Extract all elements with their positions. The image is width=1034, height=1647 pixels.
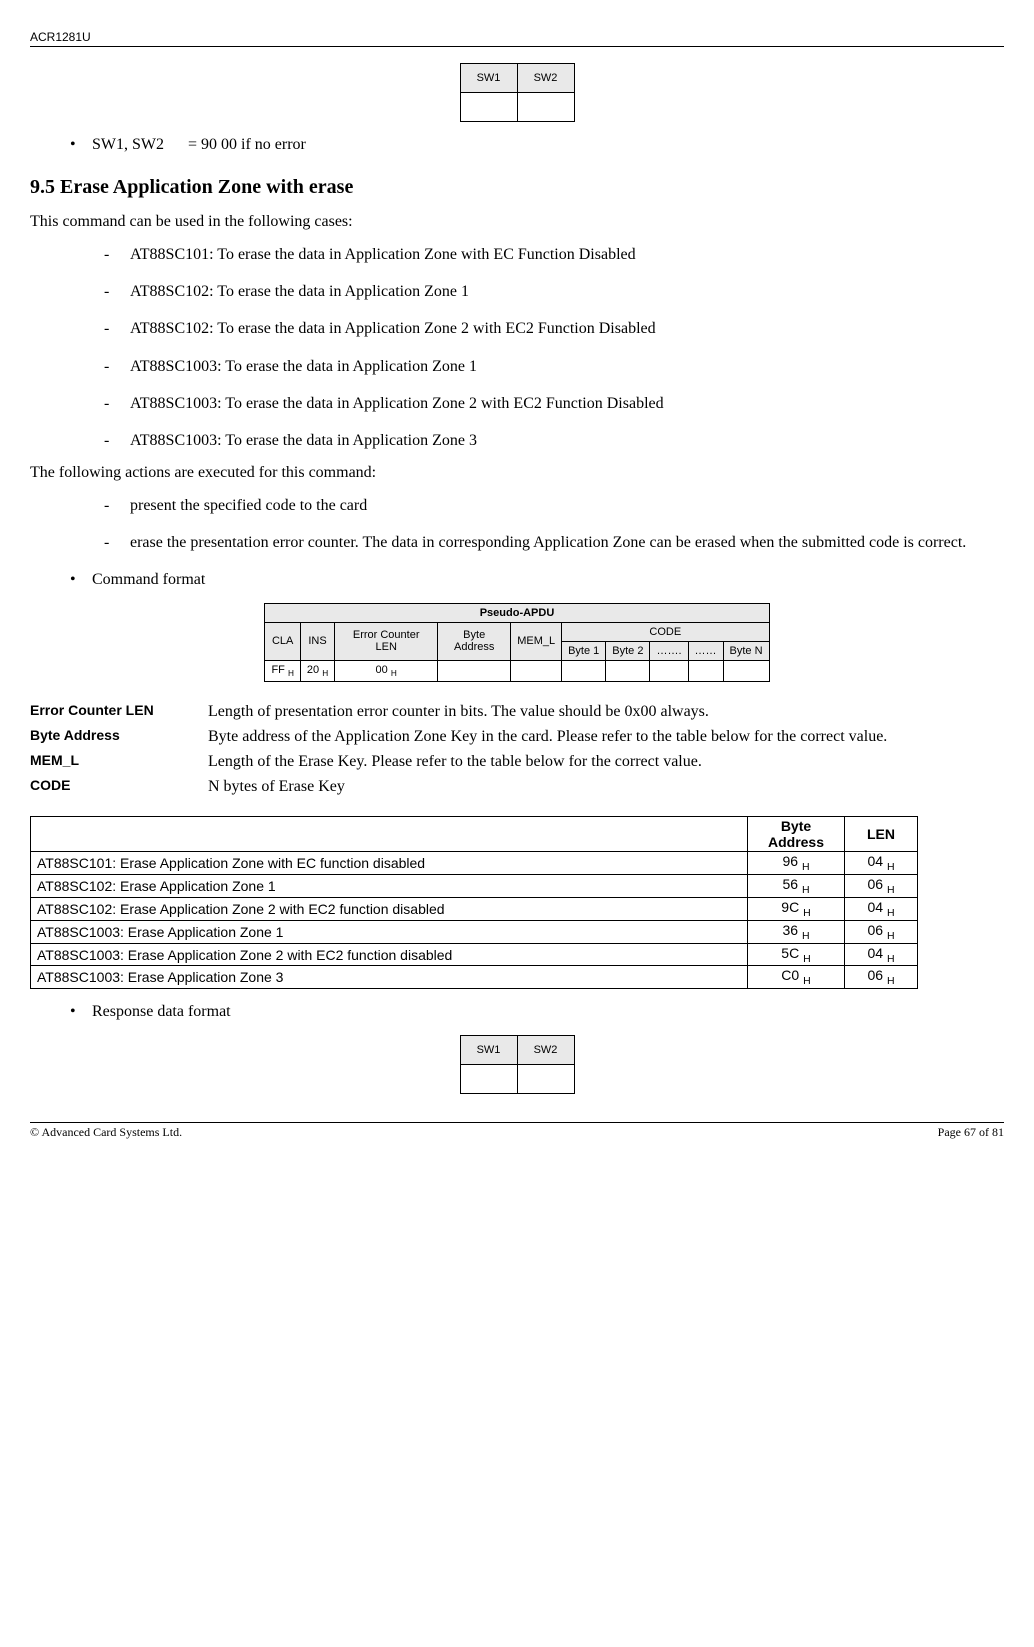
def-term-3: MEM_L bbox=[30, 750, 208, 770]
table-row: AT88SC102: Erase Application Zone 1 56 H… bbox=[31, 875, 918, 898]
addr-r1-addr: 96 H bbox=[748, 852, 845, 875]
case-3: AT88SC102: To erase the data in Applicat… bbox=[30, 315, 1004, 342]
footer-left: © Advanced Card Systems Ltd. bbox=[30, 1125, 182, 1140]
def-term-2: Byte Address bbox=[30, 725, 208, 745]
apdu-b1: Byte 1 bbox=[562, 641, 606, 660]
def-desc-4: N bytes of Erase Key bbox=[208, 775, 345, 798]
intro-line: This command can be used in the followin… bbox=[30, 213, 1004, 231]
table-row: AT88SC1003: Erase Application Zone 3 C0 … bbox=[31, 966, 918, 989]
addr-empty-header bbox=[31, 817, 748, 852]
sw2-cell-2 bbox=[517, 1065, 574, 1094]
table-row: AT88SC102: Erase Application Zone 2 with… bbox=[31, 898, 918, 921]
response-table-1: SW1 SW2 bbox=[460, 63, 575, 122]
apdu-v-b1 bbox=[562, 660, 606, 681]
case-5: AT88SC1003: To erase the data in Applica… bbox=[30, 390, 1004, 417]
apdu-v-cla: FF H bbox=[265, 660, 300, 681]
footer-right: Page 67 of 81 bbox=[938, 1125, 1004, 1140]
sw1-cell-2 bbox=[460, 1065, 517, 1094]
definitions: Error Counter LEN Length of presentation… bbox=[30, 700, 1004, 799]
apdu-v-bn bbox=[723, 660, 769, 681]
addr-r3-addr: 9C H bbox=[748, 898, 845, 921]
table-row: AT88SC1003: Erase Application Zone 1 36 … bbox=[31, 920, 918, 943]
address-table: Byte Address LEN AT88SC101: Erase Applic… bbox=[30, 816, 918, 989]
addr-r3-name: AT88SC102: Erase Application Zone 2 with… bbox=[31, 898, 748, 921]
apdu-code: CODE bbox=[562, 622, 769, 641]
apdu-v-ba bbox=[438, 660, 511, 681]
apdu-d1: ……. bbox=[650, 641, 688, 660]
section-title: 9.5 Erase Application Zone with erase bbox=[30, 176, 1004, 199]
addr-r2-addr: 56 H bbox=[748, 875, 845, 898]
table-row: AT88SC1003: Erase Application Zone 2 wit… bbox=[31, 943, 918, 966]
apdu-title: Pseudo-APDU bbox=[265, 603, 769, 622]
addr-r6-addr: C0 H bbox=[748, 966, 845, 989]
command-format-label: Command format bbox=[30, 571, 1004, 589]
addr-r3-len: 04 H bbox=[845, 898, 918, 921]
apdu-ecl: Error Counter LEN bbox=[335, 622, 438, 660]
addr-r5-len: 04 H bbox=[845, 943, 918, 966]
addr-r2-len: 06 H bbox=[845, 875, 918, 898]
case-4: AT88SC1003: To erase the data in Applica… bbox=[30, 353, 1004, 380]
addr-r1-name: AT88SC101: Erase Application Zone with E… bbox=[31, 852, 748, 875]
apdu-cla: CLA bbox=[265, 622, 300, 660]
apdu-meml: MEM_L bbox=[511, 622, 562, 660]
addr-r6-name: AT88SC1003: Erase Application Zone 3 bbox=[31, 966, 748, 989]
def-desc-3: Length of the Erase Key. Please refer to… bbox=[208, 750, 702, 773]
addr-r5-name: AT88SC1003: Erase Application Zone 2 wit… bbox=[31, 943, 748, 966]
apdu-ba: Byte Address bbox=[438, 622, 511, 660]
def-term-1: Error Counter LEN bbox=[30, 700, 208, 720]
addr-r1-len: 04 H bbox=[845, 852, 918, 875]
apdu-v-b2 bbox=[606, 660, 650, 681]
sw1-header: SW1 bbox=[460, 64, 517, 93]
addr-r5-addr: 5C H bbox=[748, 943, 845, 966]
page-footer: © Advanced Card Systems Ltd. Page 67 of … bbox=[30, 1122, 1004, 1140]
sw2-header-2: SW2 bbox=[517, 1036, 574, 1065]
case-6: AT88SC1003: To erase the data in Applica… bbox=[30, 427, 1004, 454]
apdu-v-d2 bbox=[688, 660, 723, 681]
action-2: erase the presentation error counter. Th… bbox=[30, 529, 1004, 556]
case-2: AT88SC102: To erase the data in Applicat… bbox=[30, 278, 1004, 305]
apdu-v-d1 bbox=[650, 660, 688, 681]
apdu-b2: Byte 2 bbox=[606, 641, 650, 660]
addr-r6-len: 06 H bbox=[845, 966, 918, 989]
apdu-table: Pseudo-APDU CLA INS Error Counter LEN By… bbox=[264, 603, 769, 682]
apdu-bn: Byte N bbox=[723, 641, 769, 660]
addr-r4-addr: 36 H bbox=[748, 920, 845, 943]
follow-line: The following actions are executed for t… bbox=[30, 464, 1004, 482]
def-desc-2: Byte address of the Application Zone Key… bbox=[208, 725, 887, 748]
action-1: present the specified code to the card bbox=[30, 492, 1004, 519]
apdu-v-ecl: 00 H bbox=[335, 660, 438, 681]
addr-r2-name: AT88SC102: Erase Application Zone 1 bbox=[31, 875, 748, 898]
apdu-v-ins: 20 H bbox=[300, 660, 334, 681]
sw2-cell bbox=[517, 93, 574, 122]
sw-note: SW1, SW2 = 90 00 if no error bbox=[30, 136, 1004, 154]
sw2-header: SW2 bbox=[517, 64, 574, 93]
apdu-ins: INS bbox=[300, 622, 334, 660]
table-row: AT88SC101: Erase Application Zone with E… bbox=[31, 852, 918, 875]
def-desc-1: Length of presentation error counter in … bbox=[208, 700, 709, 723]
sw1-cell bbox=[460, 93, 517, 122]
response-table-2: SW1 SW2 bbox=[460, 1035, 575, 1094]
response-format-label: Response data format bbox=[30, 1003, 1004, 1021]
apdu-d2: …… bbox=[688, 641, 723, 660]
addr-header-2: LEN bbox=[845, 817, 918, 852]
sw-note-label: SW1, SW2 bbox=[92, 136, 164, 153]
case-1: AT88SC101: To erase the data in Applicat… bbox=[30, 241, 1004, 268]
apdu-v-meml bbox=[511, 660, 562, 681]
def-term-4: CODE bbox=[30, 775, 208, 795]
page-header: ACR1281U bbox=[30, 30, 1004, 47]
addr-r4-name: AT88SC1003: Erase Application Zone 1 bbox=[31, 920, 748, 943]
product-name: ACR1281U bbox=[30, 30, 91, 44]
sw1-header-2: SW1 bbox=[460, 1036, 517, 1065]
addr-header-1: Byte Address bbox=[748, 817, 845, 852]
addr-r4-len: 06 H bbox=[845, 920, 918, 943]
sw-note-text: = 90 00 if no error bbox=[188, 136, 306, 153]
